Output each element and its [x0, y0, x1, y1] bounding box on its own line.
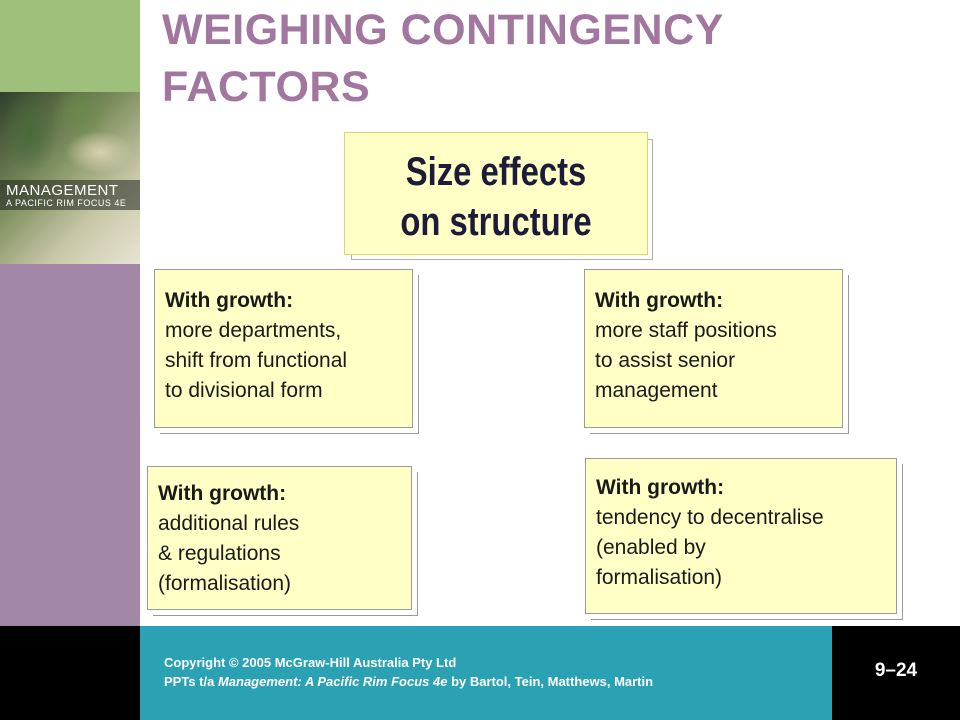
growth-box-heading: With growth: [595, 289, 724, 312]
growth-box-line: more staff positions [595, 319, 777, 342]
growth-box-line: to divisional form [165, 379, 323, 402]
growth-box-line: management [595, 379, 718, 402]
left-accent-purple [0, 264, 140, 626]
growth-box-line: & regulations [158, 542, 281, 565]
growth-box-line: shift from functional [165, 349, 348, 372]
growth-box-heading: With growth: [596, 476, 725, 499]
growth-box-staff: With growth: more staff positions to ass… [584, 269, 843, 428]
growth-box-heading: With growth: [158, 482, 287, 505]
growth-box-line: to assist senior [595, 349, 736, 372]
slide-title: WEIGHING CONTINGENCY FACTORS [162, 2, 922, 116]
footer-left-block [0, 626, 140, 720]
growth-box-line: additional rules [158, 512, 300, 535]
growth-box-line: (formalisation) [158, 572, 292, 595]
growth-box-decentralise: With growth: tendency to decentralise (e… [585, 458, 897, 614]
slide-title-line2: FACTORS [162, 63, 371, 111]
left-accent-green [0, 0, 140, 92]
footer-right-block [832, 626, 960, 720]
page-number: 9–24 [874, 660, 918, 681]
center-topic-line1: Size effects [405, 150, 587, 194]
center-topic-line2: on structure [400, 200, 592, 244]
book-title: Management: A Pacific Rim Focus 4e [217, 674, 448, 689]
growth-box-line: more departments, [165, 319, 342, 342]
growth-box-line: formalisation) [596, 566, 723, 589]
ppts-credit-line: PPTs t/a Management: A Pacific Rim Focus… [164, 674, 654, 689]
growth-box-rules: With growth: additional rules & regulati… [147, 466, 412, 610]
growth-box-departments: With growth: more departments, shift fro… [154, 269, 413, 428]
slide-title-line1: WEIGHING CONTINGENCY [162, 6, 724, 54]
growth-box-heading: With growth: [165, 289, 294, 312]
footer-band [140, 626, 832, 720]
copyright-line: Copyright © 2005 McGraw-Hill Australia P… [164, 655, 457, 670]
book-cover-image: MANAGEMENT A PACIFIC RIM FOCUS 4E [0, 92, 140, 264]
cover-subtitle: A PACIFIC RIM FOCUS 4E [6, 198, 127, 208]
growth-box-line: tendency to decentralise [596, 506, 824, 529]
footer-copyright: Copyright © 2005 McGraw-Hill Australia P… [164, 653, 653, 691]
cover-title: MANAGEMENT [6, 182, 119, 199]
growth-box-line: (enabled by [596, 536, 706, 559]
center-topic-box: Size effects on structure [344, 132, 653, 260]
